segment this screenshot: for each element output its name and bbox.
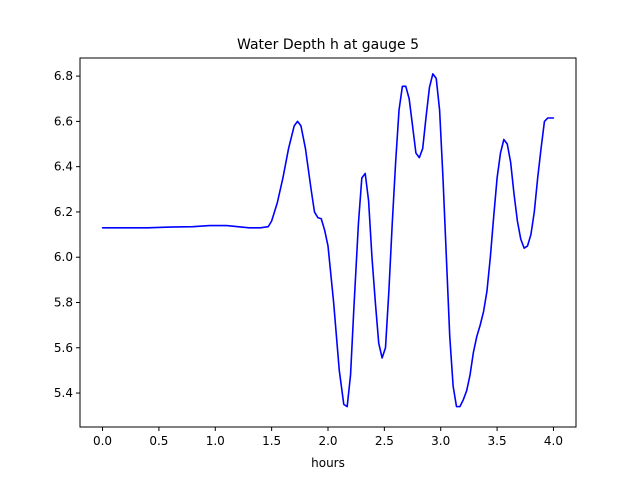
- y-tick-label: 6.4: [54, 160, 73, 174]
- x-tick-label: 1.0: [206, 434, 225, 448]
- chart-title: Water Depth h at gauge 5: [237, 37, 419, 53]
- y-tick-label: 6.8: [54, 69, 73, 83]
- x-tick-label: 2.5: [375, 434, 394, 448]
- x-axis-ticks: 0.0 0.5 1.0 1.5 2.0 2.5 3.0 3.5 4.0: [93, 427, 563, 448]
- y-tick-label: 6.6: [54, 114, 73, 128]
- x-tick-label: 0.5: [149, 434, 168, 448]
- plot-area: [101, 73, 555, 408]
- y-tick-label: 5.4: [54, 386, 73, 400]
- y-tick-label: 5.6: [54, 341, 73, 355]
- y-tick-label: 5.8: [54, 295, 73, 309]
- x-tick-label: 1.5: [262, 434, 281, 448]
- x-tick-label: 2.0: [318, 434, 337, 448]
- y-tick-label: 6.2: [54, 205, 73, 219]
- y-axis-ticks: 5.4 5.6 5.8 6.0 6.2 6.4 6.6 6.8: [54, 69, 80, 400]
- y-tick-label: 6.0: [54, 250, 73, 264]
- x-tick-label: 0.0: [93, 434, 112, 448]
- x-tick-label: 4.0: [544, 434, 563, 448]
- series-line-0: [101, 73, 555, 408]
- x-axis-label: hours: [311, 456, 345, 470]
- x-tick-label: 3.5: [488, 434, 507, 448]
- x-tick-label: 3.0: [431, 434, 450, 448]
